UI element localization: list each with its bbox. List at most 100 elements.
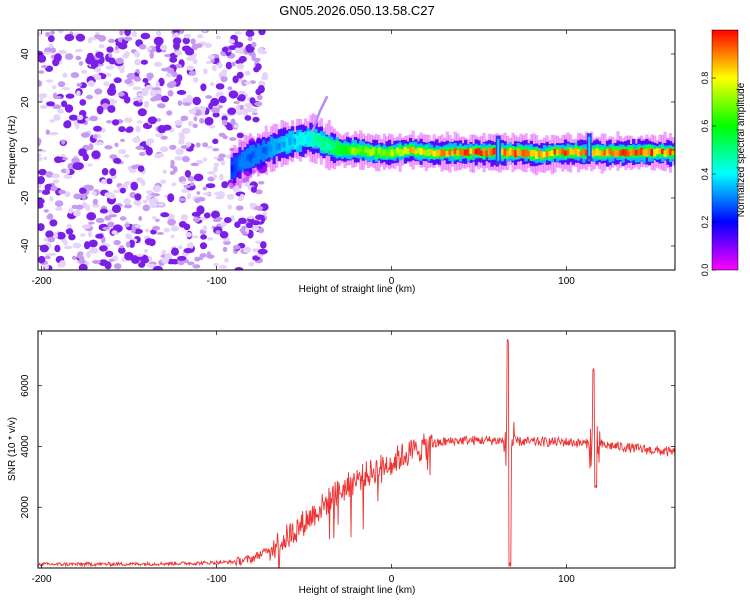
noise-speckle (64, 53, 74, 60)
noise-speckle (209, 82, 215, 87)
noise-speckle (183, 248, 194, 254)
noise-speckle (236, 132, 244, 139)
noise-speckle (212, 138, 219, 145)
noise-speckle (257, 248, 268, 255)
ridge-cell (537, 150, 541, 157)
ridge-cell (584, 149, 589, 157)
noise-speckle (174, 32, 179, 38)
noise-speckle (255, 88, 262, 96)
noise-speckle (192, 264, 201, 269)
noise-speckle (64, 104, 74, 113)
ridge-cell (474, 148, 478, 155)
noise-speckle (186, 94, 192, 99)
noise-speckle (181, 188, 190, 193)
noise-speckle (258, 227, 265, 234)
ridge-cell (579, 150, 583, 157)
snr-y-axis-label: SNR (10 * v/v) (7, 417, 18, 481)
noise-speckle (174, 156, 183, 161)
ridge-cell (640, 147, 644, 156)
ridge-cell (611, 151, 615, 157)
ridge-cell (380, 150, 384, 157)
noise-speckle (63, 174, 73, 179)
noise-speckle (255, 214, 265, 220)
ridge-cell (290, 136, 295, 145)
noise-speckle (146, 195, 151, 201)
noise-speckle (192, 216, 201, 223)
noise-speckle (160, 212, 170, 218)
noise-speckle (186, 193, 192, 200)
noise-speckle (46, 79, 54, 83)
spectrogram-y-ticks: -40 -20 0 20 40 (20, 48, 675, 253)
noise-speckle (160, 179, 167, 184)
snr-y-tick-label: 6000 (20, 374, 31, 397)
noise-speckle (76, 252, 83, 259)
noise-speckle (206, 145, 213, 149)
noise-speckle (51, 85, 57, 90)
spectrogram-x-tick-label: 100 (558, 276, 575, 287)
ridge-cell (671, 149, 675, 155)
noise-speckle (146, 190, 153, 195)
ridge-cell (611, 145, 615, 157)
noise-speckle (226, 193, 235, 199)
noise-speckle (228, 90, 239, 99)
ridge-cell (598, 150, 602, 156)
noise-speckle (149, 201, 158, 209)
ridge-cell (301, 135, 305, 142)
noise-speckle (87, 37, 93, 44)
noise-speckle (178, 134, 185, 141)
ridge-cell (451, 150, 455, 157)
noise-speckle (152, 87, 161, 91)
noise-speckle (95, 51, 104, 58)
spectrogram-y-tick-label: 40 (20, 48, 31, 60)
noise-speckle (140, 32, 151, 40)
noise-speckle (111, 230, 118, 235)
noise-speckle (104, 73, 112, 77)
noise-speckle (254, 101, 263, 107)
noise-speckle (218, 265, 228, 269)
ridge-cell (529, 150, 533, 157)
noise-speckle (186, 65, 195, 71)
noise-speckle (254, 205, 264, 211)
noise-speckle (89, 115, 98, 122)
noise-speckle (88, 221, 95, 225)
noise-speckle (183, 184, 191, 189)
noise-speckle (252, 112, 258, 116)
noise-speckle (38, 54, 47, 63)
noise-speckle (65, 93, 75, 99)
noise-speckle (78, 61, 84, 66)
snr-x-tick-label: 100 (558, 574, 575, 585)
noise-speckle (38, 149, 47, 153)
noise-speckle (90, 60, 99, 70)
noise-speckle (126, 72, 136, 80)
ridge-cell (626, 150, 631, 157)
noise-speckle (258, 30, 266, 36)
noise-speckle (147, 116, 157, 125)
noise-speckle (72, 162, 83, 171)
noise-speckle (123, 154, 130, 159)
noise-speckle (120, 138, 125, 142)
noise-speckle (248, 261, 255, 267)
noise-speckle (234, 31, 242, 35)
noise-speckle (105, 65, 115, 70)
noise-speckle (52, 104, 62, 110)
ridge-cell (553, 149, 557, 155)
chart-title: GN05.2026.050.13.58.C27 (279, 3, 434, 18)
noise-speckle (128, 239, 135, 248)
noise-speckle (119, 66, 125, 74)
spectrogram-x-tick-label: 0 (389, 276, 395, 287)
noise-speckle (152, 193, 160, 197)
spectrogram-noise-layer (38, 30, 269, 270)
noise-speckle (105, 250, 114, 258)
ridge-cell (424, 149, 428, 156)
noise-speckle (171, 182, 177, 187)
ridge-cell (435, 150, 439, 157)
noise-speckle (241, 231, 248, 235)
noise-speckle (193, 173, 204, 182)
noise-speckle (38, 168, 47, 176)
noise-speckle (62, 72, 68, 78)
ridge-cell (233, 164, 237, 172)
ridge-cell (330, 144, 334, 151)
noise-speckle (202, 225, 208, 232)
ridge-cell (500, 148, 505, 155)
noise-speckle (108, 258, 115, 262)
